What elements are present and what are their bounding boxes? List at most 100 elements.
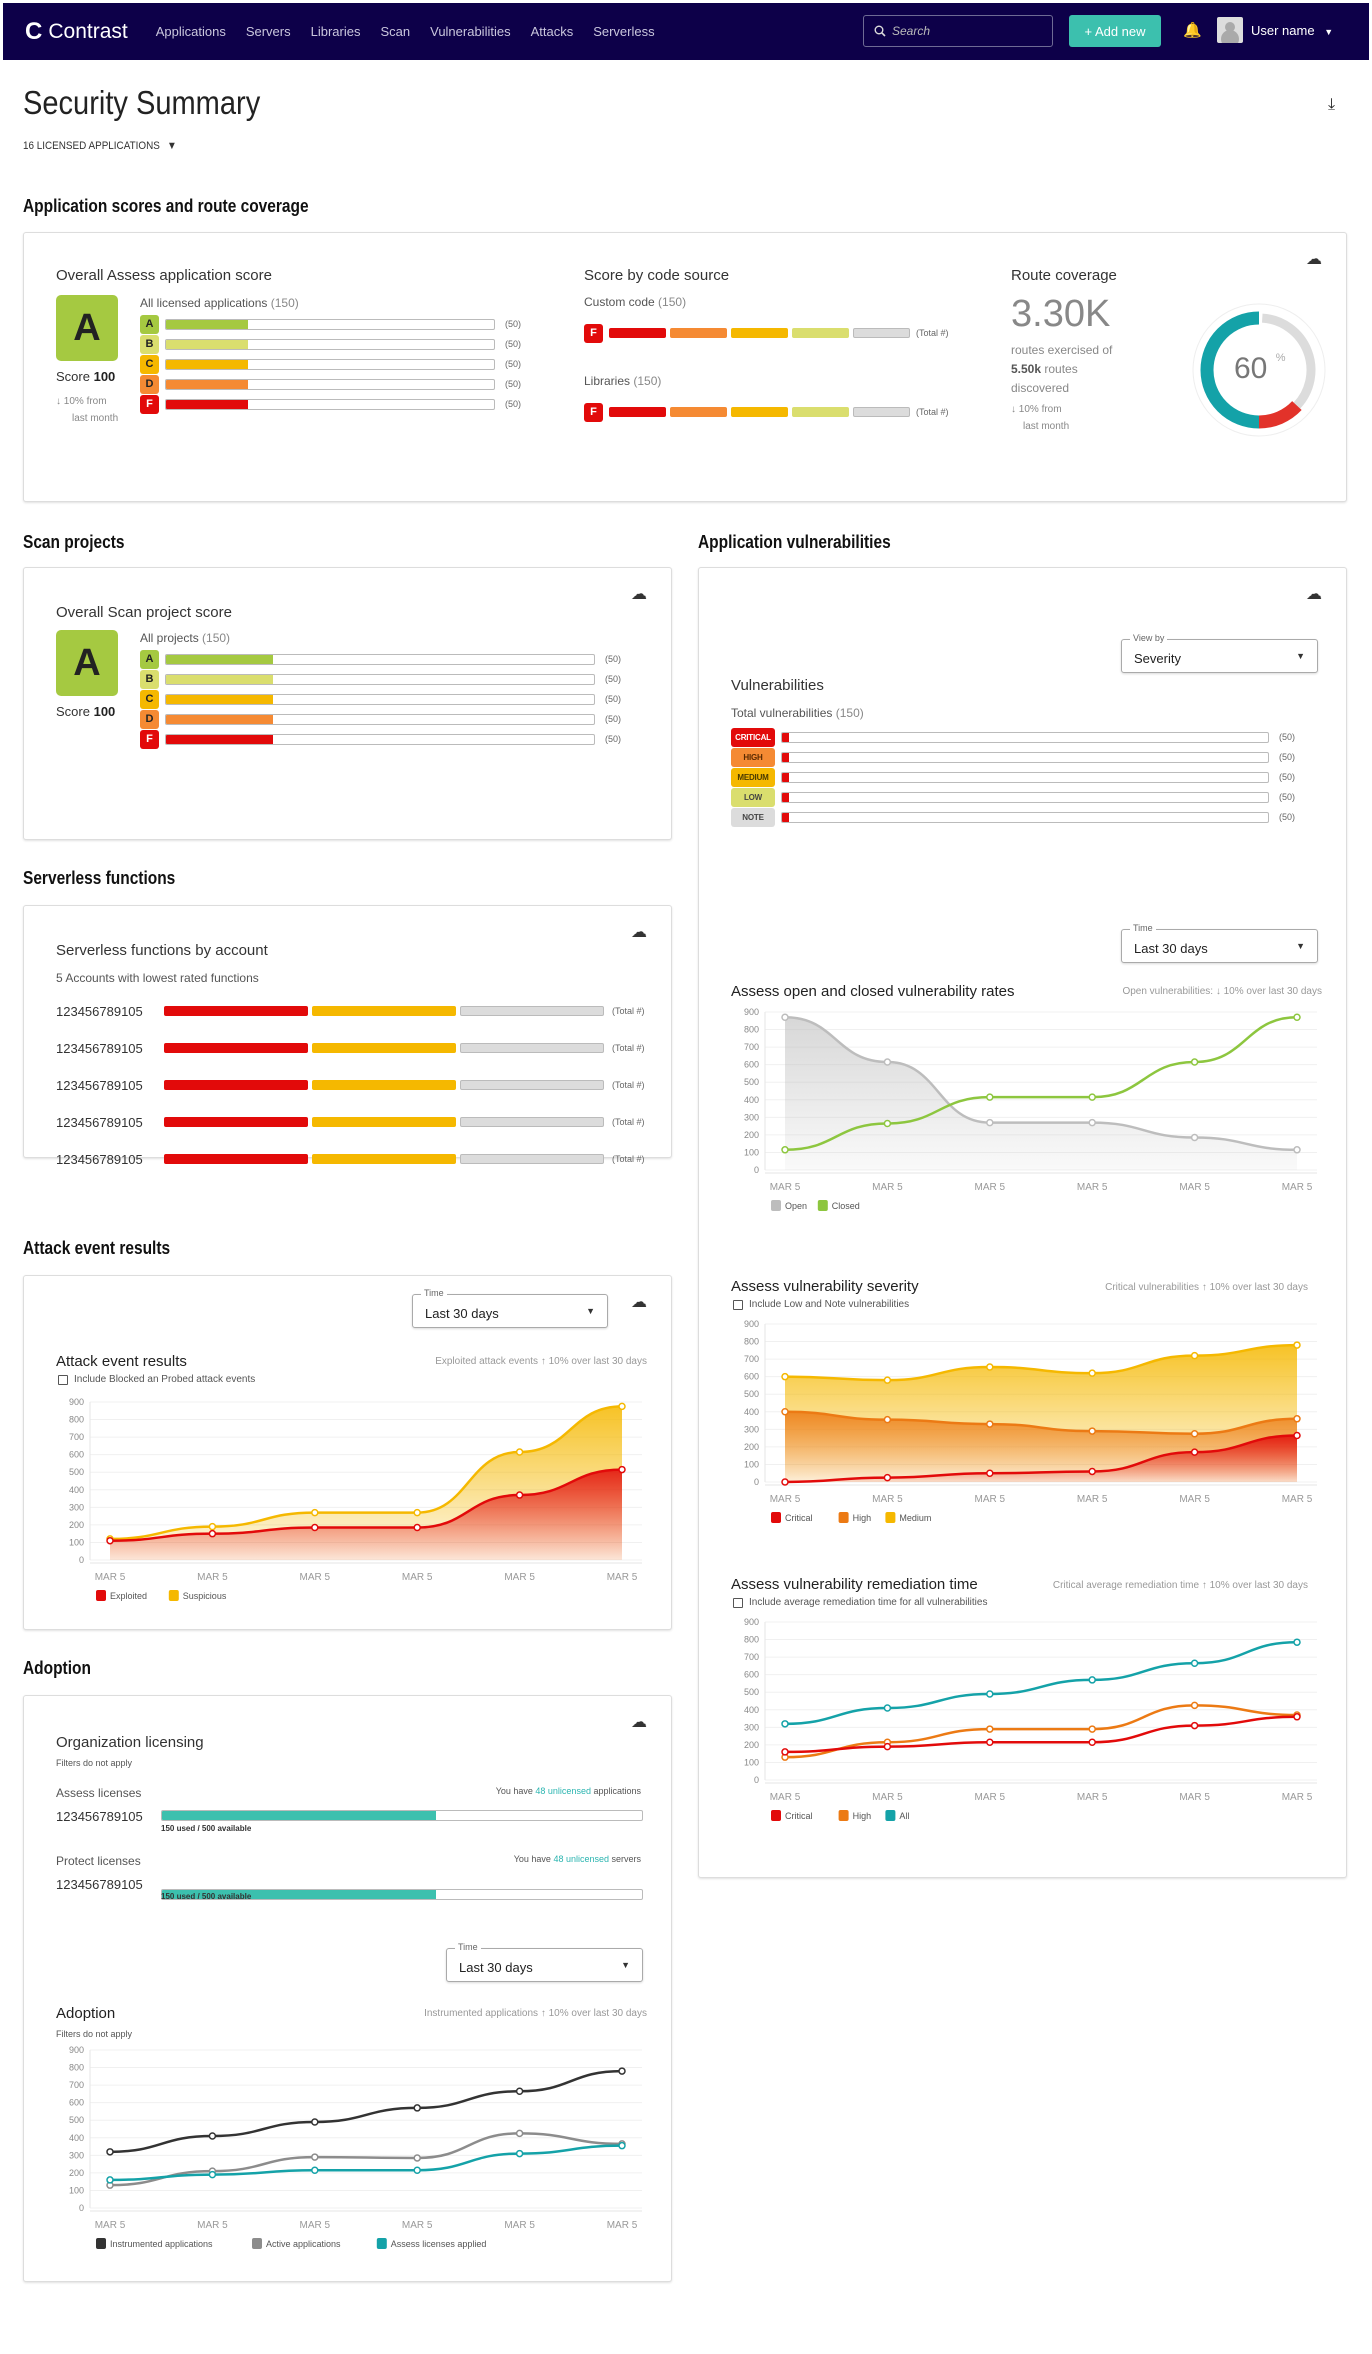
data-point[interactable] bbox=[781, 1013, 789, 1022]
checkbox[interactable] bbox=[733, 1299, 743, 1310]
data-point[interactable] bbox=[781, 1720, 789, 1728]
data-point[interactable] bbox=[781, 1408, 789, 1416]
data-point[interactable] bbox=[208, 1522, 217, 1531]
data-point[interactable] bbox=[515, 2149, 524, 2158]
user-avatar[interactable] bbox=[1217, 17, 1243, 43]
nav-scan[interactable]: Scan bbox=[380, 24, 411, 39]
legend-label[interactable]: Instrumented applications bbox=[110, 2239, 213, 2249]
data-point[interactable] bbox=[311, 2153, 319, 2161]
search-box[interactable] bbox=[863, 15, 1053, 47]
cloud-icon[interactable]: ☁ bbox=[631, 924, 647, 941]
brand-logo[interactable]: C Contrast bbox=[25, 18, 128, 46]
legend-label[interactable]: Suspicious bbox=[183, 1591, 227, 1601]
data-point[interactable] bbox=[1293, 1415, 1301, 1423]
nav-applications[interactable]: Applications bbox=[155, 24, 226, 39]
legend-label[interactable]: Exploited bbox=[110, 1591, 147, 1601]
data-point[interactable] bbox=[618, 2067, 626, 2075]
data-point[interactable] bbox=[106, 2148, 114, 2156]
data-point[interactable] bbox=[883, 1058, 892, 1066]
legend-label[interactable]: High bbox=[853, 1811, 872, 1821]
data-point[interactable] bbox=[311, 1523, 319, 1532]
data-point[interactable] bbox=[311, 2166, 319, 2175]
nav-vulnerabilities[interactable]: Vulnerabilities bbox=[430, 24, 511, 39]
attack-include-checkbox[interactable]: Include Blocked an Probed attack events bbox=[58, 1374, 255, 1385]
legend-label[interactable]: High bbox=[853, 1513, 872, 1523]
unlicensed-servers-link[interactable]: 48 unlicensed bbox=[553, 1854, 609, 1864]
download-icon[interactable]: ⤓ bbox=[1328, 96, 1336, 113]
data-point[interactable] bbox=[986, 1363, 994, 1371]
data-point[interactable] bbox=[986, 1118, 994, 1127]
data-point[interactable] bbox=[1293, 1431, 1301, 1440]
nav-serverless[interactable]: Serverless bbox=[593, 24, 655, 39]
data-point[interactable] bbox=[883, 1742, 892, 1751]
data-point[interactable] bbox=[1190, 1351, 1199, 1360]
cloud-icon[interactable]: ☁ bbox=[1306, 251, 1322, 268]
data-point[interactable] bbox=[883, 1376, 892, 1384]
data-point[interactable] bbox=[986, 1469, 994, 1477]
data-point[interactable] bbox=[883, 1473, 892, 1482]
notifications-bell-icon[interactable]: 🔔 bbox=[1183, 22, 1202, 39]
unlicensed-apps-link[interactable]: 48 unlicensed bbox=[535, 1786, 591, 1796]
view-by-select[interactable]: View by Severity ▼ bbox=[1121, 633, 1318, 673]
nav-attacks[interactable]: Attacks bbox=[530, 24, 574, 39]
cloud-icon[interactable]: ☁ bbox=[1306, 586, 1322, 603]
data-point[interactable] bbox=[208, 2170, 217, 2179]
data-point[interactable] bbox=[106, 2176, 114, 2184]
data-point[interactable] bbox=[515, 2129, 524, 2138]
vulns-time-select[interactable]: Time Last 30 days ▼ bbox=[1121, 923, 1318, 963]
data-point[interactable] bbox=[1088, 1427, 1096, 1435]
data-point[interactable] bbox=[515, 1448, 524, 1456]
legend-label[interactable]: Assess licenses applied bbox=[391, 2239, 487, 2249]
data-point[interactable] bbox=[781, 1748, 789, 1756]
data-point[interactable] bbox=[986, 1725, 994, 1733]
filter-icon[interactable]: ▼ bbox=[167, 140, 177, 152]
legend-label[interactable]: All bbox=[899, 1811, 909, 1821]
data-point[interactable] bbox=[1088, 1738, 1096, 1747]
nav-servers[interactable]: Servers bbox=[245, 24, 291, 39]
data-point[interactable] bbox=[413, 1523, 421, 1532]
legend-label[interactable]: Critical bbox=[785, 1811, 813, 1821]
data-point[interactable] bbox=[1190, 1659, 1199, 1668]
nav-libraries[interactable]: Libraries bbox=[310, 24, 361, 39]
data-point[interactable] bbox=[413, 2154, 421, 2162]
data-point[interactable] bbox=[986, 1093, 994, 1101]
data-point[interactable] bbox=[883, 1415, 892, 1424]
checkbox[interactable] bbox=[58, 1374, 68, 1385]
legend-label[interactable]: Closed bbox=[832, 1201, 860, 1211]
data-point[interactable] bbox=[1293, 1013, 1301, 1022]
cloud-icon[interactable]: ☁ bbox=[631, 1714, 647, 1731]
data-point[interactable] bbox=[1088, 1093, 1096, 1101]
data-point[interactable] bbox=[1293, 1341, 1301, 1349]
data-point[interactable] bbox=[1088, 1369, 1096, 1377]
data-point[interactable] bbox=[311, 2118, 319, 2126]
data-point[interactable] bbox=[618, 2141, 626, 2150]
adoption-time-select[interactable]: Time Last 30 days ▼ bbox=[446, 1942, 643, 1982]
data-point[interactable] bbox=[1088, 1118, 1096, 1127]
data-point[interactable] bbox=[986, 1420, 994, 1428]
data-point[interactable] bbox=[883, 1704, 892, 1712]
data-point[interactable] bbox=[1190, 1701, 1199, 1710]
data-point[interactable] bbox=[413, 2166, 421, 2175]
legend-label[interactable]: Open bbox=[785, 1201, 807, 1211]
data-point[interactable] bbox=[1190, 1058, 1199, 1066]
data-point[interactable] bbox=[1293, 1146, 1301, 1154]
data-point[interactable] bbox=[515, 2087, 524, 2096]
data-point[interactable] bbox=[781, 1478, 789, 1486]
legend-label[interactable]: Critical bbox=[785, 1513, 813, 1523]
data-point[interactable] bbox=[1190, 1448, 1199, 1456]
data-point[interactable] bbox=[618, 1465, 626, 1474]
data-point[interactable] bbox=[781, 1146, 789, 1154]
data-point[interactable] bbox=[618, 1402, 626, 1411]
legend-label[interactable]: Active applications bbox=[266, 2239, 341, 2249]
data-point[interactable] bbox=[1293, 1638, 1301, 1646]
remediation-include-checkbox[interactable]: Include average remediation time for all… bbox=[733, 1597, 987, 1608]
data-point[interactable] bbox=[515, 1491, 524, 1499]
attack-time-select[interactable]: Time Last 30 days ▼ bbox=[412, 1288, 608, 1328]
data-point[interactable] bbox=[311, 1508, 319, 1517]
data-point[interactable] bbox=[413, 1508, 421, 1517]
data-point[interactable] bbox=[208, 2132, 217, 2140]
data-point[interactable] bbox=[986, 1690, 994, 1698]
add-new-button[interactable]: + Add new bbox=[1069, 15, 1161, 47]
data-point[interactable] bbox=[1190, 1721, 1199, 1730]
data-point[interactable] bbox=[986, 1738, 994, 1747]
